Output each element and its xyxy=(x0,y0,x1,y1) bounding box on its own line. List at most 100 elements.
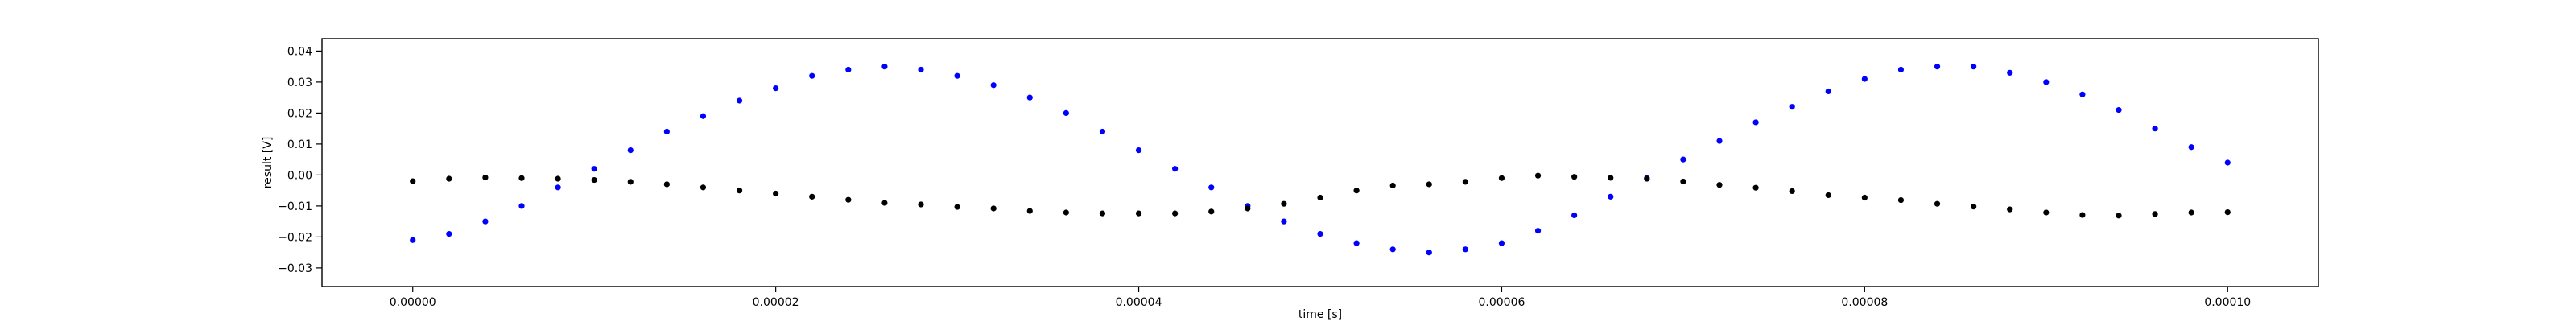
series-1 xyxy=(410,172,2231,219)
data-point xyxy=(1389,246,1396,253)
data-point xyxy=(1426,250,1432,256)
data-point xyxy=(2043,79,2050,85)
y-tick-label: 0.00 xyxy=(287,169,312,182)
data-point xyxy=(2043,209,2050,216)
data-point xyxy=(1099,128,1106,135)
data-point xyxy=(881,64,888,70)
data-point xyxy=(1897,196,1905,204)
data-point xyxy=(2152,211,2158,217)
data-point xyxy=(1825,192,1831,199)
data-point xyxy=(881,200,888,206)
data-point xyxy=(1534,172,1542,179)
data-point xyxy=(2116,106,2122,114)
data-point xyxy=(1462,179,1468,185)
data-point xyxy=(555,184,561,191)
data-point xyxy=(1608,175,1614,181)
data-point xyxy=(1716,182,1723,188)
data-point xyxy=(1172,210,1179,217)
data-point xyxy=(954,204,960,210)
data-point xyxy=(663,128,670,135)
x-tick-label: 0.00006 xyxy=(1479,296,1525,309)
data-point xyxy=(482,218,489,225)
data-point xyxy=(1172,166,1179,172)
data-point xyxy=(1389,182,1396,189)
y-tick-label: 0.03 xyxy=(287,76,312,89)
y-tick-label: 0.01 xyxy=(287,138,312,151)
data-point xyxy=(1426,181,1432,188)
data-point xyxy=(1934,64,1941,70)
data-point xyxy=(591,176,597,184)
data-point xyxy=(990,205,997,212)
data-point xyxy=(518,203,525,209)
data-point xyxy=(1571,212,1578,219)
data-point xyxy=(663,181,670,188)
data-point xyxy=(1644,175,1650,182)
data-point xyxy=(1281,200,1287,207)
data-point xyxy=(1026,94,1033,101)
y-tick-label: 0.04 xyxy=(287,45,312,58)
plot-frame xyxy=(321,38,2319,287)
series-layer xyxy=(410,64,2231,256)
data-point xyxy=(1971,64,1977,70)
data-point xyxy=(1353,240,1360,246)
data-point xyxy=(1971,204,1977,210)
data-point xyxy=(410,237,416,243)
data-point xyxy=(2188,209,2194,216)
data-point xyxy=(918,201,924,208)
data-point xyxy=(845,196,852,203)
data-point xyxy=(2116,213,2122,219)
data-point xyxy=(1680,156,1686,163)
data-point xyxy=(627,179,634,185)
data-point xyxy=(1571,174,1578,180)
data-point xyxy=(1498,175,1505,181)
data-point xyxy=(700,113,707,119)
data-point xyxy=(773,190,779,197)
data-point xyxy=(1353,188,1360,194)
data-point xyxy=(410,178,416,184)
data-point xyxy=(736,97,743,104)
y-tick-label: −0.03 xyxy=(278,262,312,275)
data-point xyxy=(954,72,960,79)
data-point xyxy=(1135,147,1142,154)
x-tick-label: 0.00000 xyxy=(390,296,436,309)
data-point xyxy=(555,175,561,182)
data-point xyxy=(2007,69,2013,76)
data-point xyxy=(518,175,525,181)
x-axis-label: time [s] xyxy=(1298,308,1342,321)
data-point xyxy=(1789,104,1795,110)
y-tick-label: 0.02 xyxy=(287,107,312,120)
data-point xyxy=(918,66,924,73)
x-tick-label: 0.00004 xyxy=(1116,296,1162,309)
y-tick-label: −0.02 xyxy=(278,231,312,244)
data-point xyxy=(591,166,597,172)
data-point xyxy=(1680,178,1686,185)
data-point xyxy=(627,147,634,154)
data-point xyxy=(2224,209,2231,216)
data-point xyxy=(990,82,997,89)
data-point xyxy=(482,174,489,181)
x-tick-label: 0.00008 xyxy=(1841,296,1888,309)
data-point xyxy=(1897,66,1905,73)
y-axis-ticks: −0.03 −0.02 −0.01 0.00 0.01 0.02 0.03 0.04 xyxy=(278,45,322,275)
data-point xyxy=(1026,208,1033,214)
data-point xyxy=(1281,218,1287,225)
data-point xyxy=(1789,188,1795,195)
data-point xyxy=(446,230,452,237)
data-point xyxy=(2152,126,2158,132)
data-point xyxy=(1317,230,1323,237)
data-point xyxy=(2188,144,2194,151)
data-point xyxy=(2079,91,2086,97)
data-point xyxy=(1245,205,1251,212)
data-point xyxy=(1716,138,1723,144)
data-point xyxy=(1498,240,1505,246)
x-tick-label: 0.00010 xyxy=(2204,296,2251,309)
data-point xyxy=(1534,228,1542,234)
x-tick-label: 0.00002 xyxy=(753,296,799,309)
data-point xyxy=(1825,88,1831,95)
data-point xyxy=(1752,184,1759,191)
data-point xyxy=(2007,206,2013,213)
data-point xyxy=(1135,210,1142,217)
